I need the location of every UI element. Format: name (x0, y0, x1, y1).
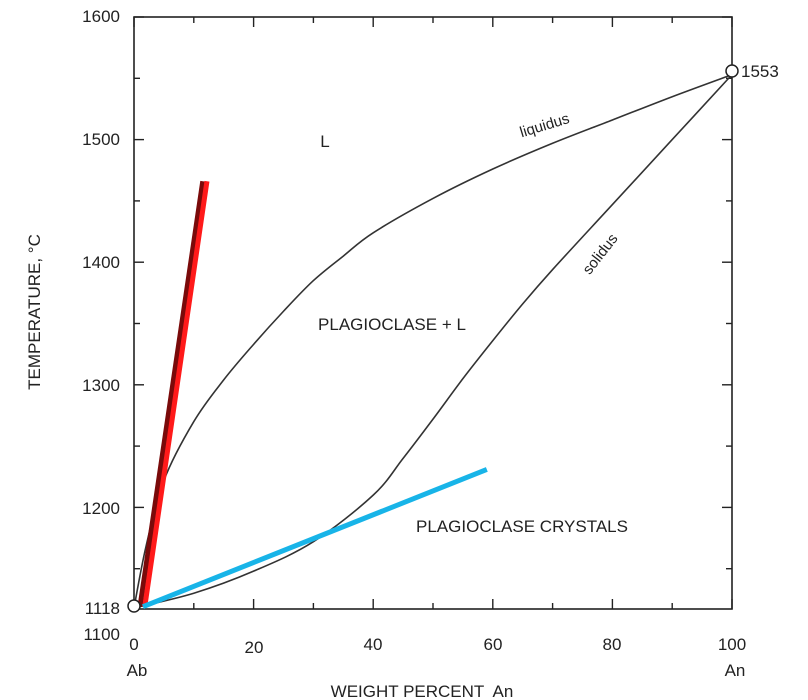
annotation-line-3 (142, 467, 488, 610)
x-tick-label: 40 (364, 635, 383, 654)
x-tick-label: 20 (245, 638, 264, 657)
annotation-lines (137, 180, 488, 610)
y-tick-label: 1400 (82, 253, 120, 272)
left-endpoint-label: 1118 (85, 599, 120, 618)
liquidus-curve (133, 73, 733, 609)
y-tick-label: 1200 (82, 499, 120, 518)
x-axis-title: WEIGHT PERCENT An (331, 682, 514, 700)
y-tick-label: 1100 (83, 625, 120, 644)
annotation-line-2 (142, 180, 210, 608)
x-tick-label: 0 (129, 635, 138, 654)
x-end-label-ab: Ab (127, 661, 148, 680)
x-tick-label: 80 (603, 635, 622, 654)
curve-label-liquidus: liquidus (518, 110, 572, 141)
annotation-line-1 (137, 180, 206, 608)
x-end-label-an: An (725, 661, 746, 680)
y-tick-label: 1500 (82, 130, 120, 149)
axis-ticks (133, 16, 733, 609)
curve-label-solidus: solidus (579, 231, 621, 278)
region-label-liquid: L (320, 132, 329, 151)
y-axis-title: TEMPERATURE, °C (25, 234, 44, 390)
right-endpoint-label: 1553 (741, 62, 779, 81)
y-tick-label: 1300 (82, 376, 120, 395)
solidus-curve (133, 74, 733, 609)
y-tick-label: 1600 (82, 7, 120, 26)
x-tick-label: 60 (484, 635, 503, 654)
region-label-solid: PLAGIOCLASE CRYSTALS (416, 517, 628, 536)
region-label-two-phase: PLAGIOCLASE + L (318, 315, 466, 334)
data-series (133, 73, 733, 609)
x-tick-label: 100 (718, 635, 746, 654)
endpoint-marker-ab (127, 599, 141, 613)
endpoint-marker-an (725, 64, 739, 78)
